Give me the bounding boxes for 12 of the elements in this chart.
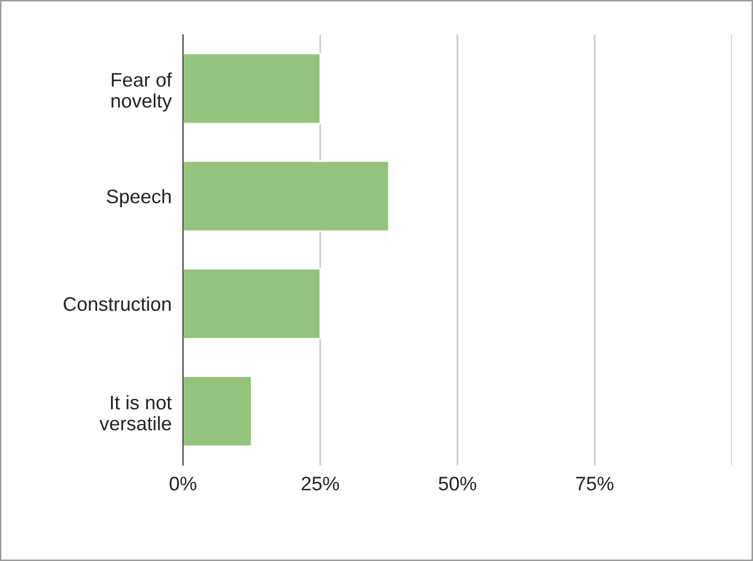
bar — [182, 160, 390, 232]
x-tick-label: 0% — [170, 476, 196, 490]
y-tick-label: Fear of novelty — [112, 72, 172, 112]
y-tick-label: It is not versatile — [100, 395, 172, 430]
x-tick-label: 25% — [302, 476, 339, 490]
bar — [182, 268, 321, 340]
y-tick-label: Construction — [64, 296, 171, 311]
y-tick-label: Speech — [106, 189, 171, 208]
bar — [182, 52, 321, 124]
x-tick-label: 50% — [438, 476, 476, 490]
bar — [182, 376, 252, 447]
x-tick-label: 75% — [576, 476, 614, 490]
